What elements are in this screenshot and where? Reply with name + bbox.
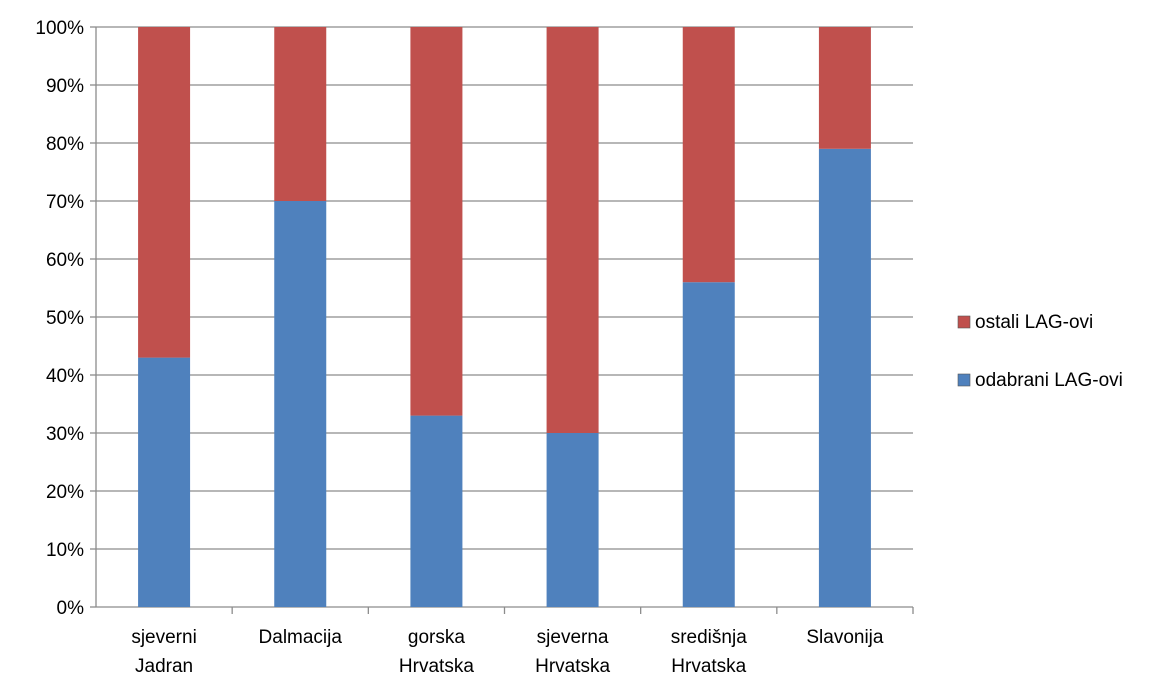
legend-swatch bbox=[957, 315, 971, 329]
y-tick-label: 90% bbox=[46, 76, 84, 97]
x-tick-label: središnja Hrvatska bbox=[671, 627, 747, 677]
legend-swatch bbox=[957, 373, 971, 387]
y-tick-label: 20% bbox=[46, 482, 84, 503]
y-tick-label: 30% bbox=[46, 424, 84, 445]
x-tick-label: sjeverna Hrvatska bbox=[535, 627, 610, 677]
bar-segment-odabrani bbox=[138, 357, 191, 607]
bar-segment-ostali bbox=[410, 27, 463, 416]
bar-segment-ostali bbox=[546, 27, 599, 433]
y-tick-label: 0% bbox=[57, 598, 85, 619]
bar-segment-odabrani bbox=[274, 201, 327, 607]
gridlines bbox=[96, 26, 913, 550]
bar-segment-ostali bbox=[818, 27, 871, 149]
legend: ostali LAG-ovi odabrani LAG-ovi bbox=[957, 312, 1123, 391]
y-tick-label: 60% bbox=[46, 250, 84, 271]
bar-segment-ostali bbox=[274, 27, 327, 201]
y-tick-label: 10% bbox=[46, 540, 84, 561]
bar-segment-odabrani bbox=[546, 433, 599, 607]
y-tick-label: 80% bbox=[46, 134, 84, 155]
x-tick-label: Dalmacija bbox=[259, 627, 343, 648]
legend-label: ostali LAG-ovi bbox=[975, 312, 1093, 333]
bar-segment-ostali bbox=[682, 27, 735, 283]
x-tick-label: gorska Hrvatska bbox=[399, 627, 474, 677]
bar-segment-odabrani bbox=[410, 415, 463, 607]
y-tick-label: 40% bbox=[46, 366, 84, 387]
y-tick-label: 50% bbox=[46, 308, 84, 329]
y-tick-label: 100% bbox=[35, 18, 84, 39]
axes bbox=[90, 26, 914, 614]
x-tick-label: sjeverni Jadran bbox=[131, 627, 196, 677]
legend-label: odabrani LAG-ovi bbox=[975, 370, 1123, 391]
bars bbox=[138, 27, 871, 608]
y-tick-label: 70% bbox=[46, 192, 84, 213]
x-tick-label: Slavonija bbox=[806, 627, 884, 648]
bar-segment-odabrani bbox=[818, 148, 871, 608]
tick-labels: 0% 10% 20% 30% 40% 50% 60% 70% 80% 90% 100% sjevern… bbox=[35, 18, 884, 677]
bar-segment-ostali bbox=[138, 27, 191, 358]
bar-segment-odabrani bbox=[682, 282, 735, 607]
